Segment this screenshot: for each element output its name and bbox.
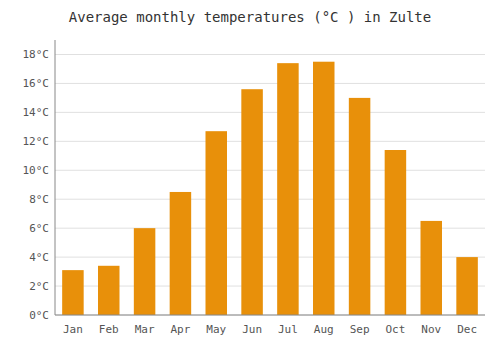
bar	[385, 150, 407, 315]
bar	[277, 63, 299, 315]
x-tick-label: Nov	[421, 323, 441, 336]
x-tick-label: Dec	[457, 323, 477, 336]
grid-line	[55, 141, 485, 142]
bar	[241, 89, 262, 315]
y-tick-label: 14°C	[23, 106, 50, 119]
bar	[456, 257, 478, 315]
y-tick-label: 6°C	[29, 222, 49, 235]
bars	[62, 62, 478, 315]
chart-container: Average monthly temperatures (°C ) in Zu…	[0, 0, 500, 350]
grid-line	[55, 315, 485, 316]
x-tick-label: Jun	[242, 323, 262, 336]
y-tick-label: 4°C	[29, 251, 49, 264]
y-tick-label: 18°C	[23, 48, 50, 61]
bar	[134, 228, 156, 315]
chart: Average monthly temperatures (°C ) in Zu…	[0, 0, 500, 350]
y-axis-line	[55, 40, 56, 315]
x-tick-label: Apr	[170, 323, 190, 336]
bar	[98, 266, 120, 315]
x-tick-label: Sep	[350, 323, 370, 336]
bar	[313, 62, 335, 315]
grid-line	[55, 170, 485, 171]
x-tick-label: Oct	[385, 323, 405, 336]
grid	[55, 54, 485, 315]
bar	[349, 98, 371, 315]
y-tick-label: 2°C	[29, 280, 49, 293]
x-tick-label: Jan	[63, 323, 83, 336]
y-tick-label: 8°C	[29, 193, 49, 206]
y-tick-label: 10°C	[23, 164, 50, 177]
y-tick-label: 12°C	[23, 135, 50, 148]
x-tick-label: Feb	[99, 323, 119, 336]
bar	[206, 131, 228, 315]
x-tick-label: Jul	[278, 323, 298, 336]
grid-line	[55, 83, 485, 84]
bar	[170, 192, 192, 315]
x-tick-label: May	[206, 323, 226, 336]
bar	[62, 270, 84, 315]
grid-line	[55, 112, 485, 113]
x-tick-label: Aug	[314, 323, 334, 336]
x-axis-line	[55, 315, 485, 316]
x-tick-label: Mar	[135, 323, 155, 336]
title: Average monthly temperatures (°C ) in Zu…	[69, 9, 431, 25]
grid-line	[55, 199, 485, 200]
bar	[421, 221, 443, 315]
grid-line	[55, 54, 485, 55]
y-tick-label: 16°C	[23, 77, 50, 90]
y-tick-label: 0°C	[29, 309, 49, 322]
